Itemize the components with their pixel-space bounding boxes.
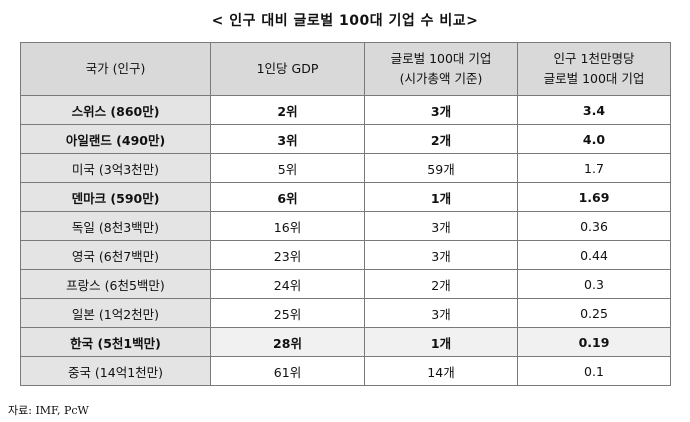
cell-per10m: 1.69 [517, 182, 671, 212]
cell-companies: 3개 [364, 240, 518, 270]
cell-gdp: 25위 [210, 298, 365, 328]
cell-country: 스위스 (860만) [20, 95, 211, 125]
header-country: 국가 (인구) [20, 42, 211, 96]
cell-country: 중국 (14억1천만) [20, 356, 211, 386]
cell-companies: 3개 [364, 211, 518, 241]
cell-companies: 59개 [364, 153, 518, 183]
cell-gdp: 23위 [210, 240, 365, 270]
cell-companies: 1개 [364, 182, 518, 212]
cell-country: 덴마크 (590만) [20, 182, 211, 212]
cell-country: 일본 (1억2천만) [20, 298, 211, 328]
cell-gdp: 16위 [210, 211, 365, 241]
cell-country: 프랑스 (6천5백만) [20, 269, 211, 299]
table-row: 프랑스 (6천5백만) 24위 2개 0.3 [20, 269, 671, 299]
table-row: 영국 (6천7백만) 23위 3개 0.44 [20, 240, 671, 270]
cell-per10m: 0.3 [517, 269, 671, 299]
source-note: 자료: IMF, PcW [8, 404, 89, 417]
cell-per10m: 0.36 [517, 211, 671, 241]
table-row: 미국 (3억3천만) 5위 59개 1.7 [20, 153, 671, 183]
cell-companies: 1개 [364, 327, 518, 357]
table-row: 덴마크 (590만) 6위 1개 1.69 [20, 182, 671, 212]
cell-gdp: 2위 [210, 95, 365, 125]
table-row: 독일 (8천3백만) 16위 3개 0.36 [20, 211, 671, 241]
cell-companies: 2개 [364, 124, 518, 154]
cell-per10m: 0.25 [517, 298, 671, 328]
cell-per10m: 0.44 [517, 240, 671, 270]
table-row: 스위스 (860만) 2위 3개 3.4 [20, 95, 671, 125]
table-title: < 인구 대비 글로벌 100대 기업 수 비교> [211, 13, 479, 29]
cell-per10m: 3.4 [517, 95, 671, 125]
table-row: 중국 (14억1천만) 61위 14개 0.1 [20, 356, 671, 386]
cell-per10m: 1.7 [517, 153, 671, 183]
cell-companies: 2개 [364, 269, 518, 299]
table-row: 아일랜드 (490만) 3위 2개 4.0 [20, 124, 671, 154]
cell-country: 한국 (5천1백만) [20, 327, 211, 357]
cell-per10m: 4.0 [517, 124, 671, 154]
cell-gdp: 5위 [210, 153, 365, 183]
cell-country: 독일 (8천3백만) [20, 211, 211, 241]
comparison-table: 국가 (인구) 1인당 GDP 글로벌 100대 기업 (시가총액 기준) 인구 … [20, 42, 671, 386]
cell-country: 미국 (3억3천만) [20, 153, 211, 183]
cell-gdp: 6위 [210, 182, 365, 212]
cell-country: 아일랜드 (490만) [20, 124, 211, 154]
cell-companies: 3개 [364, 95, 518, 125]
cell-gdp: 3위 [210, 124, 365, 154]
header-row: 국가 (인구) 1인당 GDP 글로벌 100대 기업 (시가총액 기준) 인구 … [20, 42, 671, 96]
header-companies: 글로벌 100대 기업 (시가총액 기준) [364, 42, 518, 96]
cell-country: 영국 (6천7백만) [20, 240, 211, 270]
header-gdp: 1인당 GDP [210, 42, 365, 96]
cell-gdp: 28위 [210, 327, 365, 357]
table-row: 한국 (5천1백만) 28위 1개 0.19 [20, 327, 671, 357]
cell-gdp: 61위 [210, 356, 365, 386]
table-row: 일본 (1억2천만) 25위 3개 0.25 [20, 298, 671, 328]
cell-gdp: 24위 [210, 269, 365, 299]
cell-per10m: 0.19 [517, 327, 671, 357]
cell-companies: 14개 [364, 356, 518, 386]
cell-per10m: 0.1 [517, 356, 671, 386]
header-per10m: 인구 1천만명당 글로벌 100대 기업 [517, 42, 671, 96]
cell-companies: 3개 [364, 298, 518, 328]
